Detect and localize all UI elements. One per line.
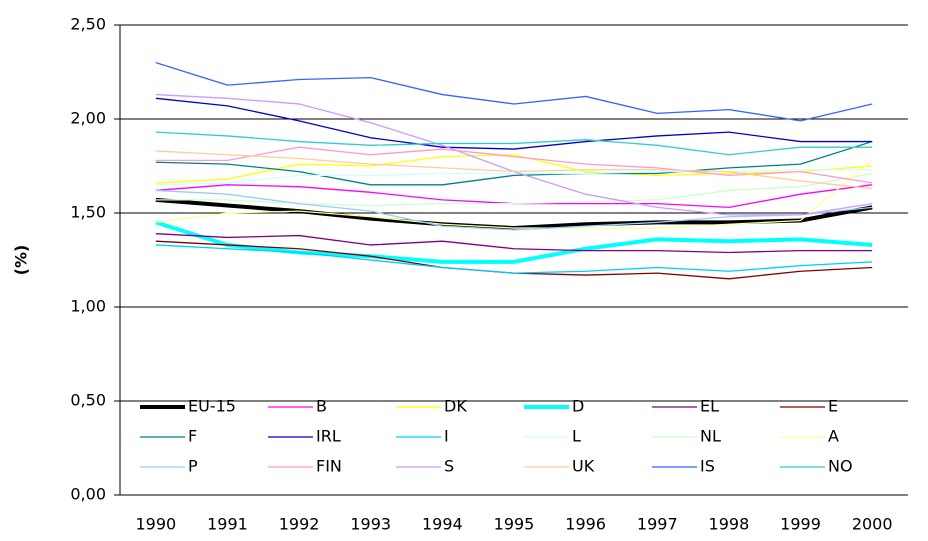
x-tick-label: 1998 [709,515,750,534]
legend-label: DK [444,397,467,416]
y-tick-label: 0,50 [70,391,106,410]
x-tick-label: 1996 [565,515,606,534]
line-series [155,189,873,231]
x-tick-label: 1995 [494,515,535,534]
line-series [155,169,873,186]
y-tick-label: 1,50 [70,203,106,222]
legend-label: E [828,397,838,416]
legend-label: I [444,427,449,446]
legend-label: EL [700,397,719,416]
line-series [155,97,873,150]
y-tick-label: 2,00 [70,109,106,128]
y-tick-label: 0,00 [70,485,106,504]
y-axis-label: (%) [12,245,31,276]
line-series [155,233,873,254]
line-series [155,146,873,184]
x-tick-label: 2000 [852,515,893,534]
legend-label: IRL [316,427,341,446]
line-series [155,220,873,264]
line-series [155,244,873,274]
legend-label: D [572,397,584,416]
legend-label: FIN [316,457,342,476]
legend-label: B [316,397,327,416]
line-series [155,150,873,190]
line-series [155,61,873,122]
legend-label: EU-15 [188,397,236,416]
x-tick-label: 1993 [350,515,391,534]
legend-label: NL [700,427,721,446]
line-series [155,140,873,186]
legend-label: L [572,427,581,446]
line-series [155,172,873,207]
line-series [155,131,873,156]
legend-label: F [188,427,197,446]
y-tick-label: 2,50 [70,15,106,34]
legend-label: P [188,457,198,476]
y-tick-label: 1,00 [70,297,106,316]
legend-label: IS [700,457,715,476]
legend-label: A [828,427,839,446]
x-tick-label: 1990 [135,515,176,534]
x-tick-label: 1991 [207,515,248,534]
legend-label: NO [828,457,853,476]
x-tick-label: 1999 [780,515,821,534]
legend-label: S [444,457,454,476]
x-tick-label: 1992 [279,515,320,534]
line-series [155,159,873,229]
x-tick-label: 1997 [637,515,678,534]
x-tick-label: 1994 [422,515,463,534]
legend-label: UK [572,457,595,476]
